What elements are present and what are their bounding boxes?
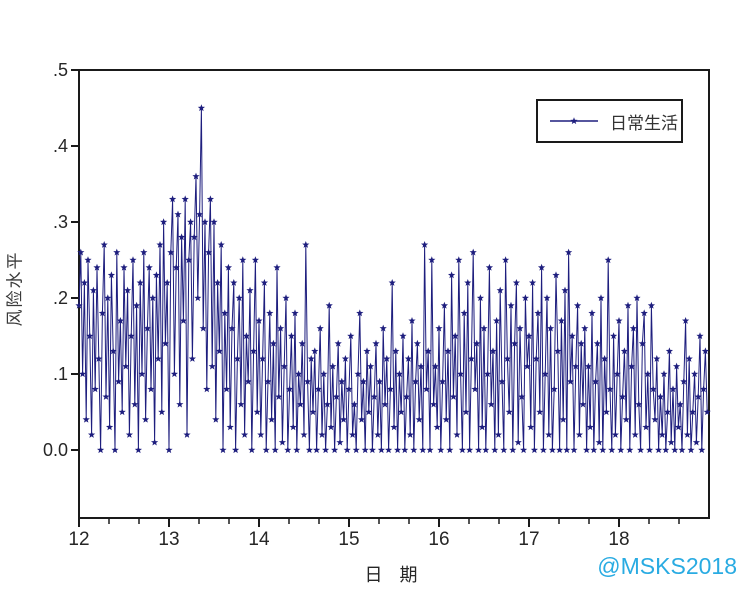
x-tick-label: 18 <box>608 529 630 550</box>
y-tick-label: .2 <box>52 288 68 308</box>
x-tick-label: 13 <box>158 529 180 550</box>
watermark-text: @MSKS2018 <box>597 553 737 579</box>
y-tick-label: .3 <box>52 212 68 232</box>
x-tick-label: 14 <box>248 529 270 550</box>
x-axis-title: 日 期 <box>364 565 424 585</box>
data-series-daily-life <box>75 104 711 454</box>
legend-box: 日常生活 <box>536 99 683 143</box>
y-tick-label: 0.0 <box>42 440 68 460</box>
y-axis-title: 风险水平 <box>5 250 25 327</box>
x-tick-label: 15 <box>338 529 360 550</box>
y-tick-label: .5 <box>52 60 68 80</box>
x-tick-label: 12 <box>68 529 90 550</box>
legend-line-star-icon <box>550 117 598 125</box>
legend-label: 日常生活 <box>610 113 678 133</box>
x-tick-label: 17 <box>518 529 540 550</box>
x-tick-label: 16 <box>428 529 450 550</box>
y-tick-label: .1 <box>52 364 68 384</box>
y-tick-label: .4 <box>52 136 68 156</box>
